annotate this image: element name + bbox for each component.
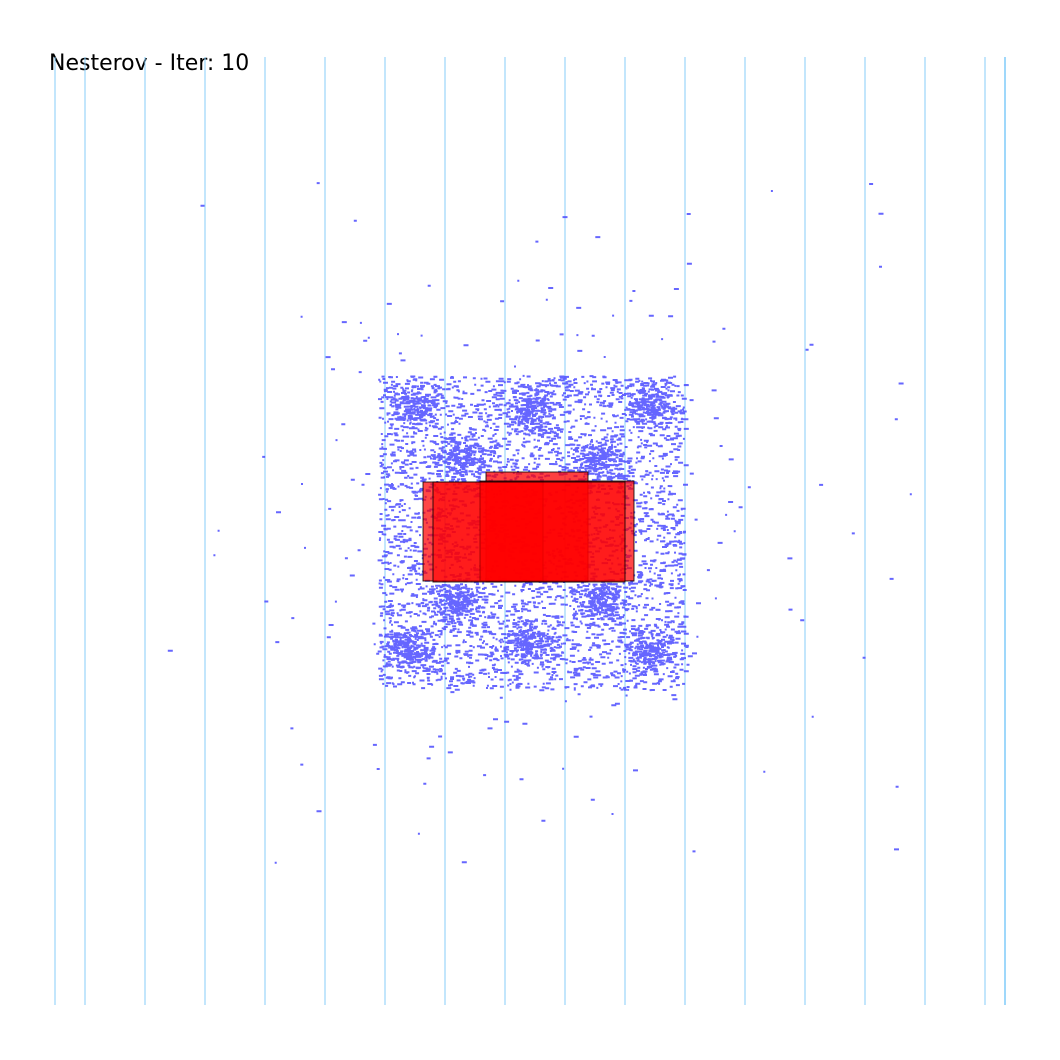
iteration-title: Nesterov - Iter: 10 bbox=[49, 51, 250, 76]
macro-blocks bbox=[422, 471, 635, 583]
row-lines bbox=[54, 57, 1006, 1005]
macro-block-main bbox=[432, 481, 626, 583]
